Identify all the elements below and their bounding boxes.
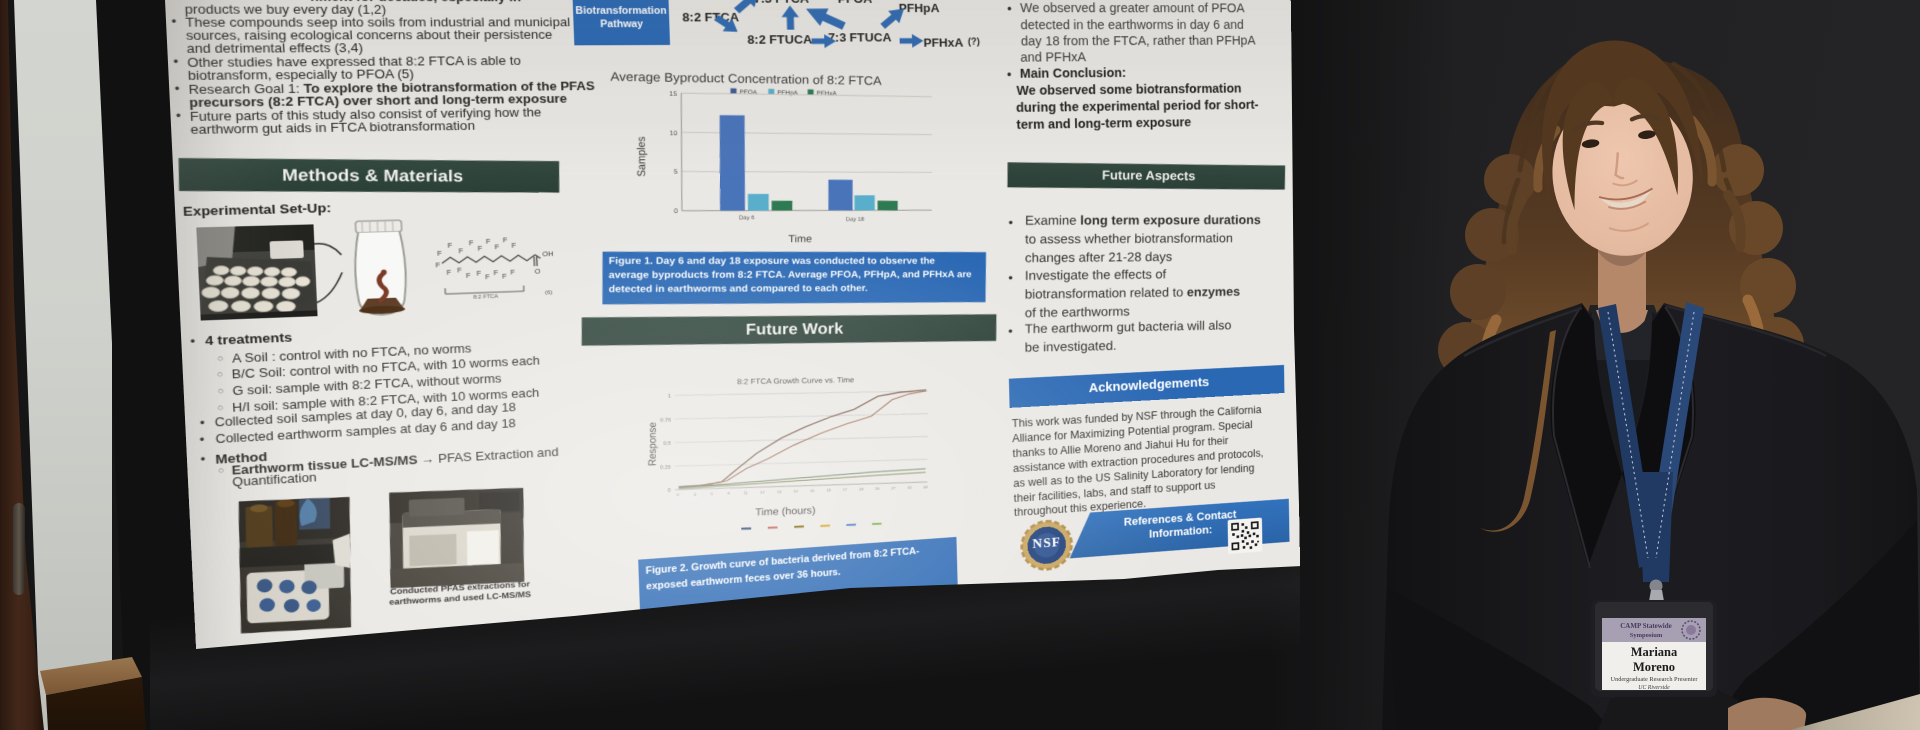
svg-text:F: F <box>446 268 451 276</box>
svg-text:Time: Time <box>788 233 812 245</box>
svg-text:3: 3 <box>694 492 697 496</box>
svg-text:F: F <box>503 236 508 244</box>
svg-text:0: 0 <box>674 207 678 215</box>
svg-text:13: 13 <box>777 490 782 494</box>
svg-text:0: 0 <box>668 488 672 493</box>
svg-text:Symposium: Symposium <box>1630 632 1663 639</box>
svg-text:0.75: 0.75 <box>660 418 671 423</box>
svg-text:F: F <box>457 266 462 274</box>
svg-text:(6): (6) <box>545 290 553 296</box>
svg-text:F: F <box>493 269 498 277</box>
svg-text:24: 24 <box>875 486 880 490</box>
svg-text:12: 12 <box>760 490 765 494</box>
svg-text:F: F <box>469 239 474 247</box>
svg-text:F: F <box>476 269 481 277</box>
svg-text:14: 14 <box>793 489 798 493</box>
svg-text:10: 10 <box>669 129 677 137</box>
svg-text:17: 17 <box>843 487 848 491</box>
svg-text:11: 11 <box>743 491 748 495</box>
svg-text:F: F <box>511 242 516 250</box>
svg-text:F: F <box>478 245 483 253</box>
svg-text:27: 27 <box>891 486 896 490</box>
svg-text:F: F <box>495 243 500 251</box>
svg-text:0: 0 <box>677 493 680 497</box>
svg-text:16: 16 <box>826 488 831 492</box>
svg-text:F: F <box>502 272 507 280</box>
svg-text:Response: Response <box>647 422 658 466</box>
svg-text:15: 15 <box>810 488 815 492</box>
svg-text:Average Byproduct Concentratio: Average Byproduct Concentration of 8:2 F… <box>610 71 881 88</box>
svg-text:33: 33 <box>923 485 928 489</box>
svg-text:15: 15 <box>669 90 677 98</box>
svg-text:CAMP Statewide: CAMP Statewide <box>1620 622 1672 630</box>
svg-text:F: F <box>485 273 490 281</box>
svg-text:30: 30 <box>907 485 912 489</box>
svg-text:UC Riverside: UC Riverside <box>1638 685 1670 691</box>
svg-text:PFHpA: PFHpA <box>777 89 798 96</box>
svg-text:OH: OH <box>542 250 553 258</box>
svg-text:F: F <box>466 272 471 280</box>
svg-text:9: 9 <box>728 491 731 495</box>
svg-text:0.5: 0.5 <box>663 441 671 446</box>
svg-text:0.25: 0.25 <box>660 465 671 470</box>
svg-text:Mariana: Mariana <box>1631 645 1678 659</box>
svg-text:8:2 FTCA: 8:2 FTCA <box>473 294 499 300</box>
svg-text:F: F <box>437 250 442 258</box>
svg-text:Day 6: Day 6 <box>739 215 755 221</box>
svg-text:F: F <box>486 238 491 246</box>
svg-text:Samples: Samples <box>635 136 648 176</box>
svg-text:F: F <box>458 247 463 255</box>
svg-text:5: 5 <box>674 168 678 176</box>
svg-text:6: 6 <box>711 492 714 496</box>
svg-text:18: 18 <box>859 487 864 491</box>
svg-text:PFOA: PFOA <box>740 89 758 96</box>
svg-text:O: O <box>535 268 541 276</box>
svg-text:8:2 FTCA Growth Curve vs. Time: 8:2 FTCA Growth Curve vs. Time <box>737 376 854 386</box>
svg-text:F: F <box>510 268 515 276</box>
svg-text:1: 1 <box>668 394 672 399</box>
svg-text:Day 18: Day 18 <box>846 217 865 223</box>
svg-text:Undergraduate Research Present: Undergraduate Research Presenter <box>1611 676 1699 683</box>
svg-text:F: F <box>448 242 453 250</box>
svg-text:PFHxA: PFHxA <box>817 90 837 97</box>
svg-text:Time (hours): Time (hours) <box>755 504 815 518</box>
svg-text:Moreno: Moreno <box>1633 660 1675 674</box>
svg-text:F: F <box>435 261 440 269</box>
